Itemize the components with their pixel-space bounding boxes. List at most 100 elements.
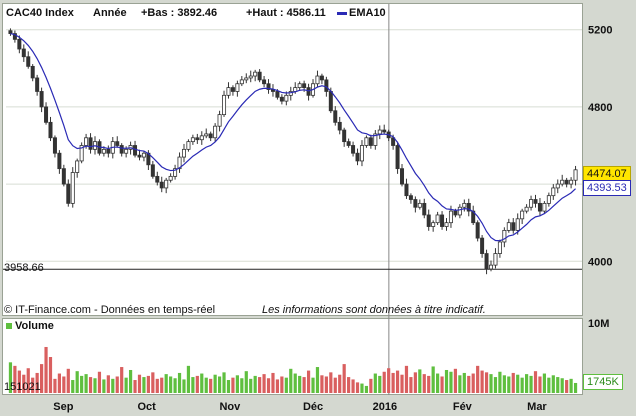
candle-body [115,141,120,146]
volume-bar [480,370,484,393]
volume-bar [320,375,324,393]
x-tick-label: 2016 [373,401,397,413]
candle-body [515,218,520,231]
volume-bar [315,367,320,393]
volume-bar [97,371,102,393]
low-label: +Bas : 3892.46 [141,7,218,19]
candle-body [569,179,574,185]
volume-bar [209,378,213,393]
volume-bar [151,372,155,393]
candle-body [284,94,289,102]
volume-bar [44,346,48,393]
reference-level-label: 3958.66 [4,262,44,274]
volume-bar [444,369,449,393]
candle-body [52,137,57,154]
volume-bar [422,374,426,393]
volume-bar [66,368,70,393]
candle-body [520,210,525,220]
candle-body [30,65,35,79]
volume-bar [155,378,159,393]
volume-bar [17,370,21,393]
volume-bar [409,377,413,393]
volume-bar [573,382,578,393]
candle-body [462,202,467,208]
candle-body [315,75,320,85]
volume-bar [111,378,115,393]
candle-body [319,75,324,81]
candle-body [217,114,222,127]
volume-bar [106,375,110,393]
candle-body [79,145,84,162]
volume-bar [191,377,195,393]
candle-body [368,137,373,146]
candle-body [404,183,409,197]
volume-bar [511,372,515,393]
volume-bar [440,376,444,393]
candle-body [342,129,347,143]
candle-body [266,83,271,90]
volume-bar [391,372,395,393]
volume-title: Volume [15,320,54,332]
volume-bar [462,372,466,393]
volume-bar [204,377,208,393]
price-tick-label: 4800 [588,102,612,114]
candle-body [124,148,129,154]
x-tick-label: Sep [53,401,73,413]
volume-bar [502,375,506,393]
volume-bar [516,374,520,393]
candle-body [48,121,53,139]
volume-bar [311,377,315,393]
candle-body [230,87,235,92]
candle-body [444,222,449,227]
ema-legend-swatch [337,12,347,15]
volume-bar [84,374,88,393]
candle-body [141,152,146,158]
ema-legend-label: EMA10 [349,7,386,19]
volume-bar [253,375,257,393]
volume-bar [547,377,551,393]
candle-body [159,181,164,189]
volume-bar [31,377,35,393]
volume-bar [75,371,79,393]
volume-bar [160,377,164,393]
volume-bar [551,375,555,393]
candle-body [453,210,458,216]
price-tick-label: 4000 [588,256,612,268]
candle-body [560,179,565,185]
volume-bar [347,377,351,393]
candle-body [391,137,396,146]
volume-bar [13,365,17,393]
volume-bar [88,377,93,393]
volume-bar [351,379,355,393]
candle-body [324,79,329,92]
volume-bar [124,377,128,393]
candle-body [226,87,231,96]
volume-bar [39,364,44,393]
volume-bar [200,373,204,393]
candle-body [173,168,178,177]
candle-body [359,145,364,162]
candle-body [155,175,160,183]
volume-bar [22,374,26,393]
x-tick-label: Fév [453,401,473,413]
candle-body [328,91,333,112]
candle-body [195,137,200,141]
volume-bar [146,375,150,393]
volume-bar [298,375,302,393]
candle-body [66,183,71,204]
candle-body [70,172,75,204]
volume-bar [364,385,369,393]
candle-body [493,253,498,266]
volume-bar [427,375,431,393]
candle-body [61,168,66,185]
volume-bar [169,376,173,393]
ema10-line [10,32,576,242]
candle-body [84,137,89,146]
candle-body [546,195,551,204]
volume-bar [329,372,333,393]
candle-body [395,145,400,170]
volume-bar [35,372,39,393]
candle-body [422,202,427,216]
